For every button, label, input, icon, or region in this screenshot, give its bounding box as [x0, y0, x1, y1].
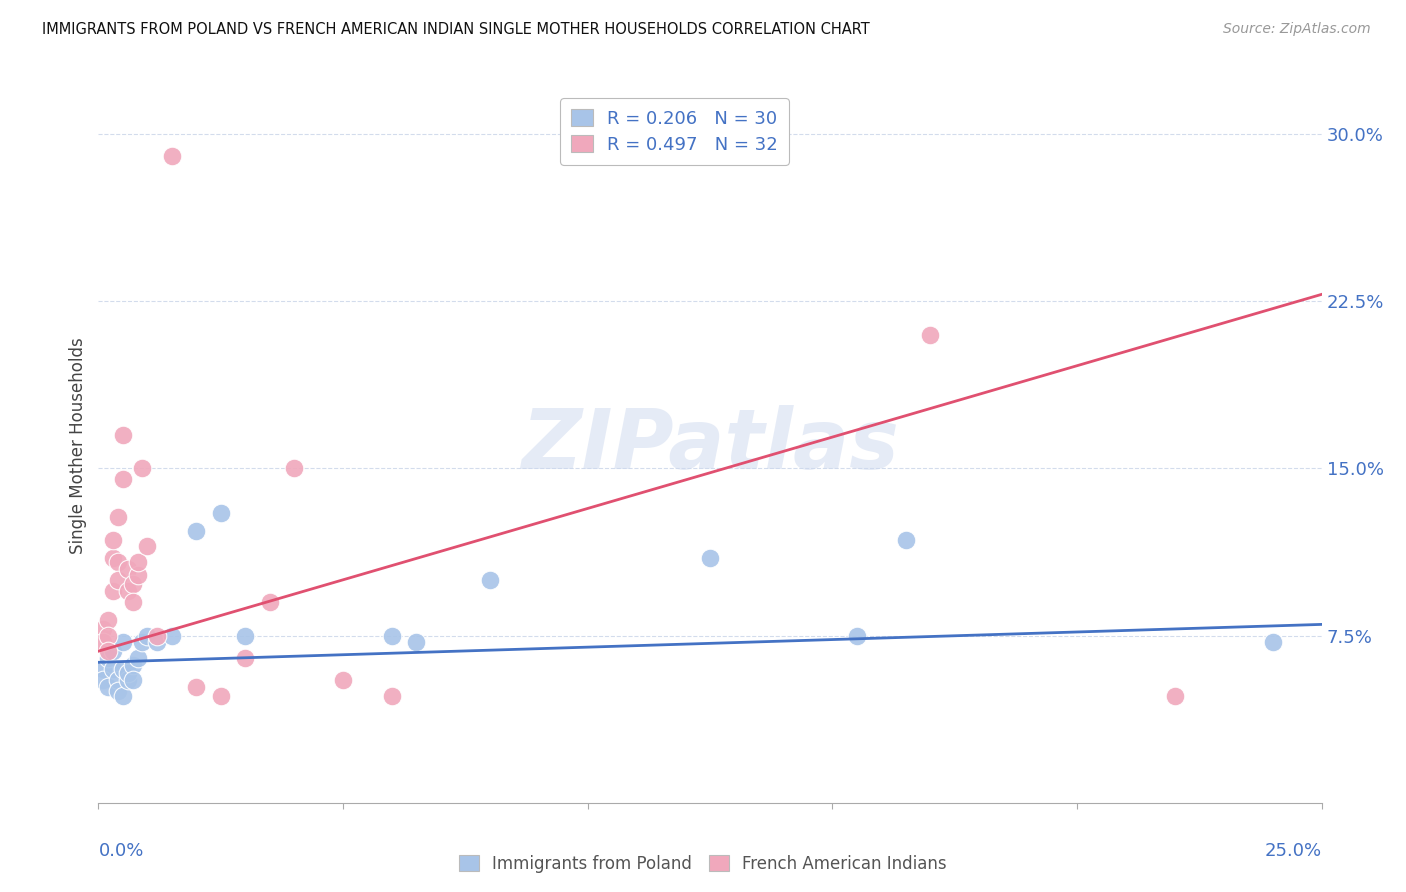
Immigrants from Poland — [107, 684, 129, 698]
French American Indians — [101, 583, 124, 598]
French American Indians — [127, 555, 149, 569]
Immigrants from Poland — [478, 573, 501, 587]
French American Indians — [1164, 689, 1187, 703]
Immigrants from Poland — [111, 689, 134, 703]
Immigrants from Poland — [136, 628, 159, 642]
Immigrants from Poland — [405, 635, 427, 649]
Text: 0.0%: 0.0% — [98, 842, 143, 860]
Immigrants from Poland — [209, 506, 232, 520]
Immigrants from Poland — [111, 635, 134, 649]
Text: 25.0%: 25.0% — [1264, 842, 1322, 860]
Immigrants from Poland — [107, 673, 129, 687]
Immigrants from Poland — [131, 635, 153, 649]
French American Indians — [107, 555, 129, 569]
French American Indians — [127, 568, 149, 582]
Immigrants from Poland — [160, 628, 183, 642]
French American Indians — [97, 644, 120, 658]
Immigrants from Poland — [117, 666, 139, 681]
Text: ZIPatlas: ZIPatlas — [522, 406, 898, 486]
French American Indians — [91, 622, 114, 636]
French American Indians — [117, 562, 139, 576]
French American Indians — [146, 628, 169, 642]
Legend: R = 0.206   N = 30, R = 0.497   N = 32: R = 0.206 N = 30, R = 0.497 N = 32 — [560, 98, 789, 165]
French American Indians — [101, 550, 124, 565]
French American Indians — [920, 327, 942, 342]
Text: Source: ZipAtlas.com: Source: ZipAtlas.com — [1223, 22, 1371, 37]
French American Indians — [91, 635, 114, 649]
Immigrants from Poland — [146, 635, 169, 649]
French American Indians — [209, 689, 232, 703]
Immigrants from Poland — [97, 651, 120, 665]
Immigrants from Poland — [233, 628, 256, 642]
French American Indians — [97, 613, 120, 627]
Immigrants from Poland — [699, 550, 721, 565]
Immigrants from Poland — [845, 628, 868, 642]
Immigrants from Poland — [101, 644, 124, 658]
French American Indians — [160, 149, 183, 163]
Immigrants from Poland — [91, 662, 114, 676]
French American Indians — [332, 673, 354, 687]
French American Indians — [111, 473, 134, 487]
French American Indians — [111, 427, 134, 442]
French American Indians — [121, 595, 143, 609]
French American Indians — [259, 595, 281, 609]
Immigrants from Poland — [186, 524, 208, 538]
Immigrants from Poland — [111, 662, 134, 676]
Immigrants from Poland — [894, 533, 917, 547]
French American Indians — [101, 533, 124, 547]
Immigrants from Poland — [127, 651, 149, 665]
French American Indians — [107, 510, 129, 524]
French American Indians — [136, 539, 159, 553]
Immigrants from Poland — [121, 657, 143, 672]
French American Indians — [97, 628, 120, 642]
Immigrants from Poland — [117, 673, 139, 687]
Legend: Immigrants from Poland, French American Indians: Immigrants from Poland, French American … — [453, 848, 953, 880]
French American Indians — [131, 461, 153, 475]
French American Indians — [186, 680, 208, 694]
French American Indians — [117, 583, 139, 598]
French American Indians — [381, 689, 404, 703]
French American Indians — [283, 461, 305, 475]
French American Indians — [233, 651, 256, 665]
Immigrants from Poland — [101, 662, 124, 676]
Y-axis label: Single Mother Households: Single Mother Households — [69, 338, 87, 554]
French American Indians — [121, 577, 143, 591]
Immigrants from Poland — [97, 680, 120, 694]
Immigrants from Poland — [121, 673, 143, 687]
Immigrants from Poland — [1261, 635, 1284, 649]
Immigrants from Poland — [381, 628, 404, 642]
Text: IMMIGRANTS FROM POLAND VS FRENCH AMERICAN INDIAN SINGLE MOTHER HOUSEHOLDS CORREL: IMMIGRANTS FROM POLAND VS FRENCH AMERICA… — [42, 22, 870, 37]
Immigrants from Poland — [91, 673, 114, 687]
French American Indians — [107, 573, 129, 587]
